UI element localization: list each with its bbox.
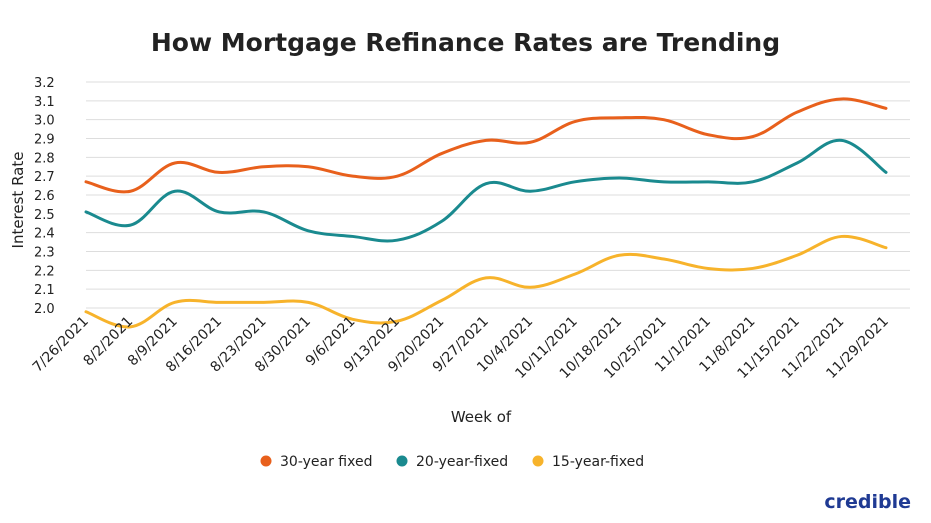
y-tick-label: 2.8 [34,151,55,166]
y-tick-label: 2.2 [34,264,55,279]
y-tick-label: 2.7 [34,170,55,185]
series-lines [84,97,888,329]
legend-label-30-year-fixed: 30-year fixed [280,454,372,470]
gridlines [86,81,910,309]
legend: 30-year fixed 20-year-fixed 15-year-fixed [260,454,644,470]
y-tick-label: 3.2 [34,76,55,91]
y-axis-label: Interest Rate [9,152,27,249]
y-tick-label: 3.1 [34,95,55,110]
chart-title: How Mortgage Refinance Rates are Trendin… [150,28,781,57]
x-tick-label: 7/26/2021 [30,314,92,376]
y-tick-label: 2.1 [34,283,55,298]
series-line-20-year-fixed [84,138,888,243]
legend-marker-30-year-fixed [260,455,272,467]
y-tick-label: 2.9 [34,133,55,148]
legend-label-20-year-fixed: 20-year-fixed [416,454,508,470]
legend-marker-20-year-fixed [396,455,408,467]
y-tick-label: 2.4 [34,227,55,242]
y-axis-ticks: 2.0 2.1 2.2 2.3 2.4 2.5 2.6 2.7 2.8 2.9 3.0 3.1 3.2 [34,76,55,317]
y-tick-label: 2.3 [34,246,55,261]
legend-marker-15-year-fixed [532,455,544,467]
y-tick-label: 2.0 [34,302,55,317]
y-tick-label: 3.0 [34,114,55,129]
x-axis-label: Week of [451,408,512,426]
y-tick-label: 2.5 [34,208,55,223]
series-line-15-year-fixed [84,234,888,329]
credible-logo: credible [824,491,911,513]
legend-label-15-year-fixed: 15-year-fixed [552,454,644,470]
y-tick-label: 2.6 [34,189,55,204]
x-axis-ticks: 7/26/20218/2/20218/9/20218/16/20218/23/2… [30,314,892,382]
